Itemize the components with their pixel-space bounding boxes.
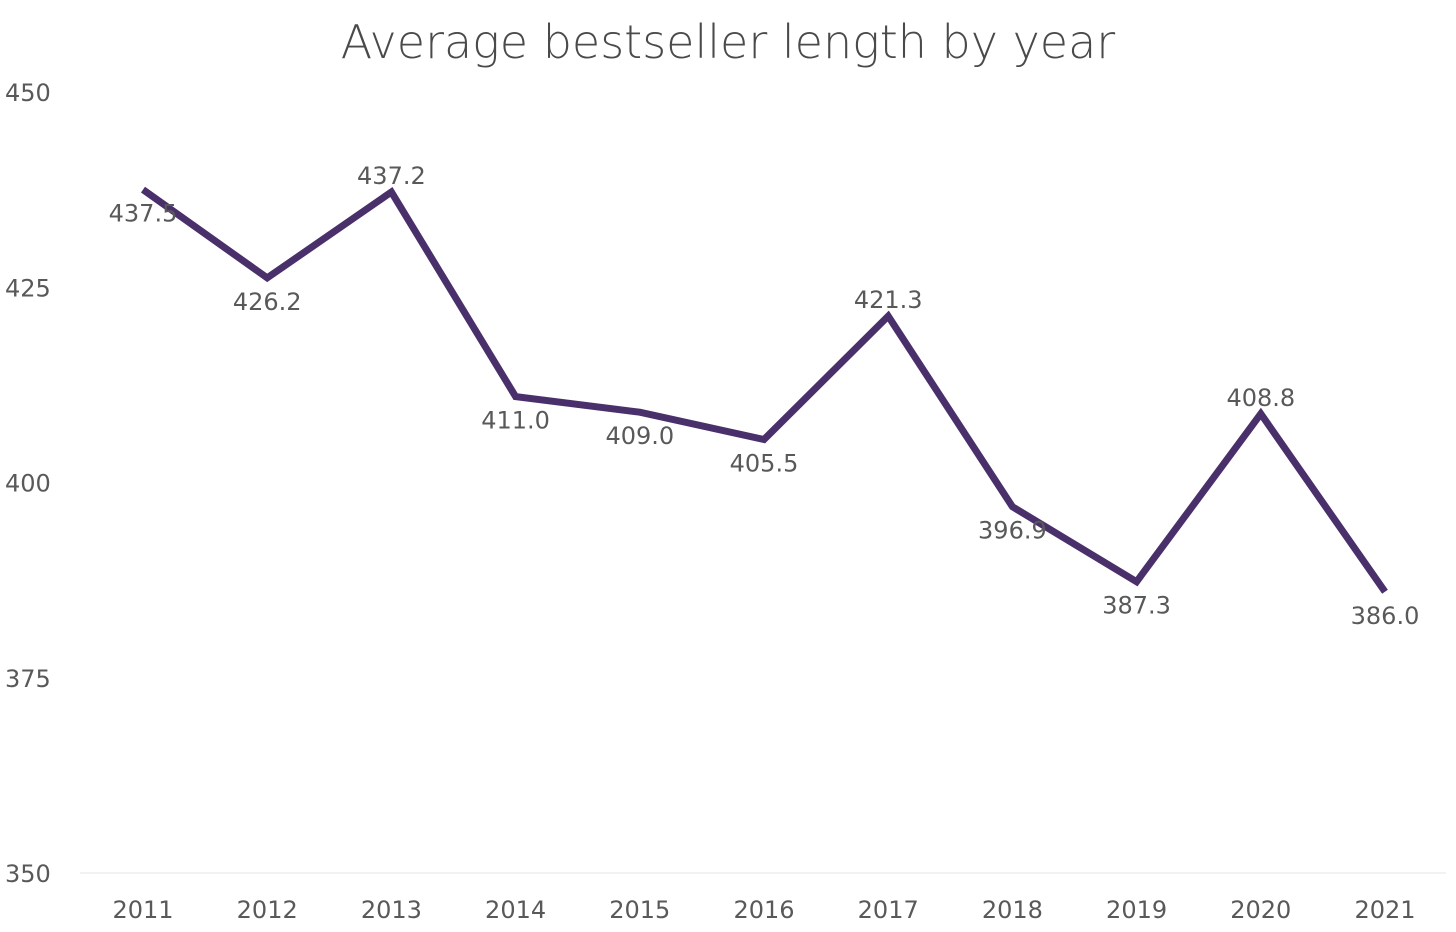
data-label: 386.0 [1351,602,1420,630]
y-axis: 350 375 400 425 450 [5,79,51,888]
data-label: 411.0 [481,407,550,435]
x-tick-label: 2011 [112,896,173,924]
x-axis: 2011 2012 2013 2014 2015 2016 2017 2018 2019 2020… [112,896,1415,924]
data-label: 409.0 [605,422,674,450]
x-tick-label: 2017 [858,896,919,924]
x-tick-label: 2021 [1354,896,1415,924]
x-tick-label: 2013 [361,896,422,924]
data-label: 426.2 [233,288,302,316]
x-tick-label: 2019 [1106,896,1167,924]
data-label: 396.9 [978,517,1047,545]
x-tick-label: 2020 [1230,896,1291,924]
data-label: 408.8 [1226,384,1295,412]
x-tick-label: 2012 [237,896,298,924]
x-tick-label: 2014 [485,896,546,924]
series-line [140,186,1388,594]
data-label: 437.5 [109,200,178,228]
y-tick-label: 450 [5,79,51,107]
x-tick-label: 2015 [609,896,670,924]
y-tick-label: 400 [5,470,51,498]
data-label: 387.3 [1102,592,1171,620]
data-labels: 437.5 426.2 437.2 411.0 409.0 405.5 421.3 396.9… [109,162,1420,630]
series-group [140,186,1388,594]
chart-title: Average bestseller length by year [341,15,1115,69]
x-tick-label: 2018 [982,896,1043,924]
data-label: 421.3 [854,286,923,314]
x-tick-label: 2016 [733,896,794,924]
data-label: 405.5 [730,450,799,478]
y-tick-label: 350 [5,860,51,888]
y-tick-label: 375 [5,665,51,693]
y-tick-label: 425 [5,274,51,302]
data-label: 437.2 [357,162,426,190]
